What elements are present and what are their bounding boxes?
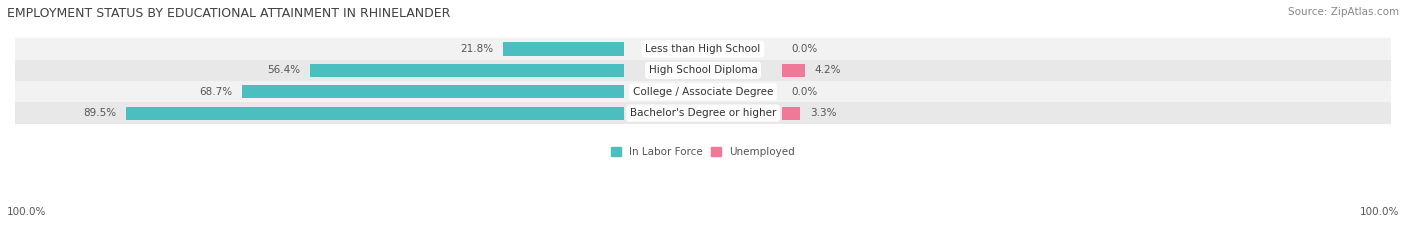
- Bar: [15, 103, 1391, 124]
- Text: 0.0%: 0.0%: [792, 44, 818, 54]
- Text: High School Diploma: High School Diploma: [648, 65, 758, 75]
- Bar: [782, 106, 800, 120]
- Bar: [15, 81, 1391, 103]
- Text: 89.5%: 89.5%: [83, 108, 117, 118]
- Bar: [503, 42, 624, 56]
- Text: 3.3%: 3.3%: [810, 108, 837, 118]
- Text: 4.2%: 4.2%: [815, 65, 841, 75]
- Text: 68.7%: 68.7%: [198, 87, 232, 97]
- Bar: [242, 85, 624, 98]
- Text: Source: ZipAtlas.com: Source: ZipAtlas.com: [1288, 7, 1399, 17]
- Bar: [15, 60, 1391, 81]
- Bar: [782, 64, 806, 77]
- Text: College / Associate Degree: College / Associate Degree: [633, 87, 773, 97]
- Bar: [15, 38, 1391, 60]
- Text: 100.0%: 100.0%: [1360, 207, 1399, 217]
- Bar: [127, 106, 624, 120]
- Text: Less than High School: Less than High School: [645, 44, 761, 54]
- Text: EMPLOYMENT STATUS BY EDUCATIONAL ATTAINMENT IN RHINELANDER: EMPLOYMENT STATUS BY EDUCATIONAL ATTAINM…: [7, 7, 450, 20]
- Text: 21.8%: 21.8%: [460, 44, 494, 54]
- Text: 0.0%: 0.0%: [792, 87, 818, 97]
- Text: 100.0%: 100.0%: [7, 207, 46, 217]
- Legend: In Labor Force, Unemployed: In Labor Force, Unemployed: [612, 147, 794, 157]
- Text: Bachelor's Degree or higher: Bachelor's Degree or higher: [630, 108, 776, 118]
- Bar: [311, 64, 624, 77]
- Text: 56.4%: 56.4%: [267, 65, 301, 75]
